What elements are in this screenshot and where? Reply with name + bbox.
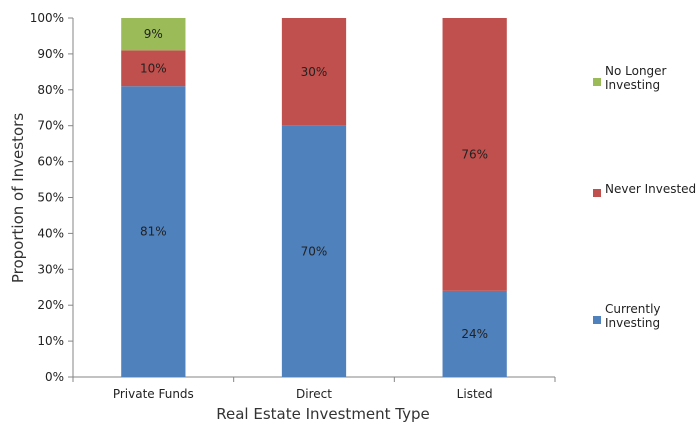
bar-segment — [281, 18, 347, 126]
bar-segment — [442, 290, 507, 377]
data-label: 81% — [140, 225, 167, 239]
y-tick-label: 80% — [37, 83, 64, 97]
x-axis: Private Funds Direct Listed — [72, 376, 556, 401]
bar-segment — [442, 18, 507, 291]
data-label: 24% — [461, 327, 488, 341]
y-tick-label: 60% — [37, 155, 64, 169]
x-axis-title: Real Estate Investment Type — [216, 405, 430, 423]
y-tick-label: 20% — [37, 298, 64, 312]
legend-swatch — [593, 78, 601, 86]
y-tick-label: 100% — [30, 11, 64, 25]
bar-segment — [121, 50, 186, 87]
y-tick-label: 30% — [37, 262, 64, 276]
y-tick-label: 70% — [37, 119, 64, 133]
legend-swatch — [593, 316, 601, 324]
data-label: 10% — [140, 61, 167, 75]
bars — [121, 18, 507, 378]
legend-label: Currently Investing — [605, 302, 661, 330]
y-tick-label: 50% — [37, 191, 64, 205]
y-axis-title: Proportion of Investors — [9, 113, 27, 283]
x-tick-label: Listed — [457, 387, 493, 401]
data-label: 9% — [144, 27, 163, 41]
bar-segment — [121, 18, 186, 51]
data-label: 76% — [461, 147, 488, 161]
bar-labels: 81% 10% 9% 70% 30% 24% 76% — [140, 27, 488, 341]
y-axis: 0% 10% 20% 30% 40% 50% 60% 70% 80% 90% 100% — [30, 11, 74, 384]
x-tick-label: Direct — [296, 387, 332, 401]
y-tick-label: 40% — [37, 226, 64, 240]
legend-swatch — [593, 189, 601, 197]
bar-segment — [281, 125, 347, 377]
y-tick-label: 0% — [45, 370, 64, 384]
y-tick-label: 90% — [37, 47, 64, 61]
legend-label: No Longer Investing — [605, 64, 667, 92]
legend-label: Never Invested — [605, 182, 696, 196]
y-tick-label: 10% — [37, 334, 64, 348]
legend: No Longer Investing Never Invested Currentl… — [593, 64, 696, 330]
data-label: 70% — [301, 244, 328, 258]
data-label: 30% — [301, 65, 328, 79]
bar-segment — [121, 86, 186, 378]
x-tick-label: Private Funds — [113, 387, 194, 401]
